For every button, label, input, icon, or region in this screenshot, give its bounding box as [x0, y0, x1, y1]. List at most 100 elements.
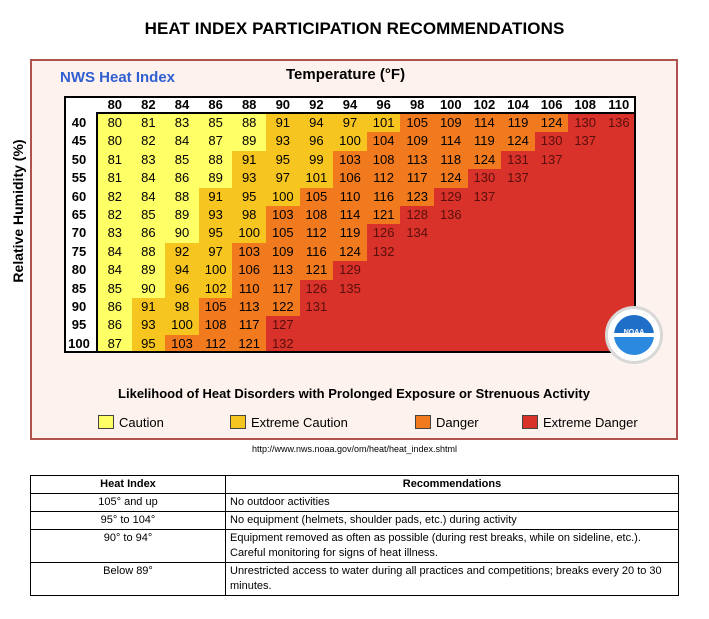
heat-index-cell: 100 [266, 187, 300, 206]
heat-index-cell: 83 [165, 114, 199, 133]
humidity-label: 60 [71, 188, 87, 204]
legend-swatch [98, 415, 114, 429]
heat-index-cell: 89 [165, 206, 199, 225]
heat-index-cell: 103 [266, 206, 300, 225]
heat-index-cell: 106 [333, 169, 367, 188]
heat-index-cell: 134 [400, 224, 434, 243]
heat-index-cell: 88 [232, 114, 266, 133]
temperature-header-row [64, 96, 636, 114]
heat-index-cell: 130 [534, 132, 569, 151]
heat-index-cell: 114 [434, 132, 468, 151]
recommendation-cell: No outdoor activities [225, 493, 679, 512]
heat-index-cell: 119 [467, 132, 502, 151]
humidity-label: 80 [71, 262, 87, 278]
temperature-label: 80 [107, 97, 123, 112]
heat-index-cell: 117 [400, 169, 434, 188]
temperature-label: 98 [409, 97, 425, 112]
heat-index-cell: 88 [165, 187, 199, 206]
legend-swatch [522, 415, 538, 429]
chart-caption: Likelihood of Heat Disorders with Prolon… [118, 386, 590, 401]
legend-extreme-caution: Extreme Caution [230, 415, 348, 431]
heat-index-cell: 100 [232, 224, 266, 243]
heat-index-cell: 126 [299, 279, 334, 298]
heat-index-cell: 108 [299, 206, 334, 225]
humidity-label: 75 [71, 243, 87, 259]
heat-index-cell: 103 [333, 150, 367, 170]
heat-index-cell: 91 [232, 150, 266, 170]
heat-index-cell: 105 [400, 114, 434, 133]
heat-index-cell: 84 [131, 187, 166, 206]
table-row: 95° to 104° No equipment (helmets, shoul… [30, 511, 679, 530]
heat-index-cell: 112 [299, 224, 334, 243]
heat-index-cell: 89 [232, 132, 266, 151]
heat-index-cell: 129 [434, 187, 468, 206]
heat-index-cell: 92 [165, 242, 199, 262]
heat-index-cell: 95 [131, 334, 166, 354]
heat-index-cell: 93 [232, 169, 266, 188]
heat-index-cell: 108 [198, 316, 233, 335]
heat-index-cell: 130 [568, 114, 602, 133]
heat-index-cell: 86 [131, 224, 166, 243]
heat-index-cell: 121 [299, 261, 334, 280]
heat-index-cell: 124 [501, 132, 535, 151]
heat-index-cell: 137 [501, 169, 535, 188]
heat-index-cell: 83 [98, 224, 132, 243]
heat-index-cell: 112 [366, 169, 401, 188]
heat-index-cell: 118 [434, 150, 468, 170]
heat-index-cell: 82 [98, 206, 132, 225]
heat-index-cell: 129 [333, 261, 367, 280]
heat-index-cell: 88 [198, 150, 233, 170]
humidity-label: 65 [71, 207, 87, 222]
temperature-label: 82 [141, 97, 156, 112]
humidity-label: 70 [71, 225, 87, 241]
table-row: Below 89° Unrestricted access to water d… [30, 562, 679, 596]
heat-index-cell: 113 [266, 261, 300, 280]
heat-index-cell: 119 [501, 114, 535, 133]
humidity-label: 50 [71, 151, 87, 167]
heat-index-cell: 93 [131, 316, 166, 335]
heat-index-cell: 102 [198, 279, 233, 298]
temperature-axis-title: Temperature (°F) [286, 66, 406, 83]
heat-index-cell: 100 [165, 316, 199, 335]
heat-index-cell: 95 [198, 224, 233, 243]
heat-index-cell: 84 [131, 169, 166, 188]
noaa-emblem-icon: NOAA [614, 315, 654, 355]
heat-index-cell: 82 [131, 132, 166, 151]
heat-index-cell: 109 [400, 132, 434, 151]
heat-index-cell: 86 [165, 169, 199, 188]
header-heat-index: Heat Index [30, 475, 226, 494]
heat-index-cell: 126 [366, 224, 401, 243]
heat-index-cell: 97 [266, 169, 300, 188]
heat-index-cell: 89 [198, 169, 233, 188]
heat-index-cell: 114 [333, 206, 367, 225]
legend-caution: Caution [98, 415, 164, 431]
recommendation-cell: Unrestricted access to water during all … [225, 562, 679, 596]
legend-swatch [415, 415, 431, 429]
heat-index-cell: 124 [333, 242, 367, 262]
heat-index-cell: 136 [602, 114, 636, 133]
chart-brand-title: NWS Heat Index [60, 69, 176, 86]
humidity-label: 95 [71, 317, 87, 333]
heat-index-cell: 98 [232, 206, 266, 225]
heat-index-cell: 105 [299, 187, 334, 206]
heat-index-cell: 116 [366, 187, 401, 206]
legend-label: Danger [436, 415, 479, 430]
heat-index-cell: 85 [98, 279, 132, 298]
temperature-label: 84 [174, 97, 190, 112]
humidity-label: 90 [71, 299, 87, 314]
recommendations-table: Heat Index Recommendations 105° and up N… [30, 475, 679, 596]
temperature-label: 106 [540, 97, 563, 112]
heat-index-cell: 101 [299, 169, 334, 188]
heat-index-cell: 96 [165, 279, 199, 298]
heat-index-cell: 108 [366, 150, 401, 170]
source-url[interactable]: http://www.nws.noaa.gov/om/heat/heat_ind… [251, 444, 458, 454]
heat-index-cell: 124 [467, 150, 502, 170]
heat-index-cell: 112 [198, 334, 233, 354]
heat-index-cell: 99 [299, 150, 334, 170]
heat-index-cell: 81 [98, 150, 132, 170]
noaa-logo: NOAA [605, 306, 663, 364]
heat-index-cell: 95 [266, 150, 300, 170]
heat-index-cell: 109 [266, 242, 300, 262]
heat-index-cell: 124 [534, 114, 569, 133]
heat-index-cell: 109 [434, 114, 468, 133]
